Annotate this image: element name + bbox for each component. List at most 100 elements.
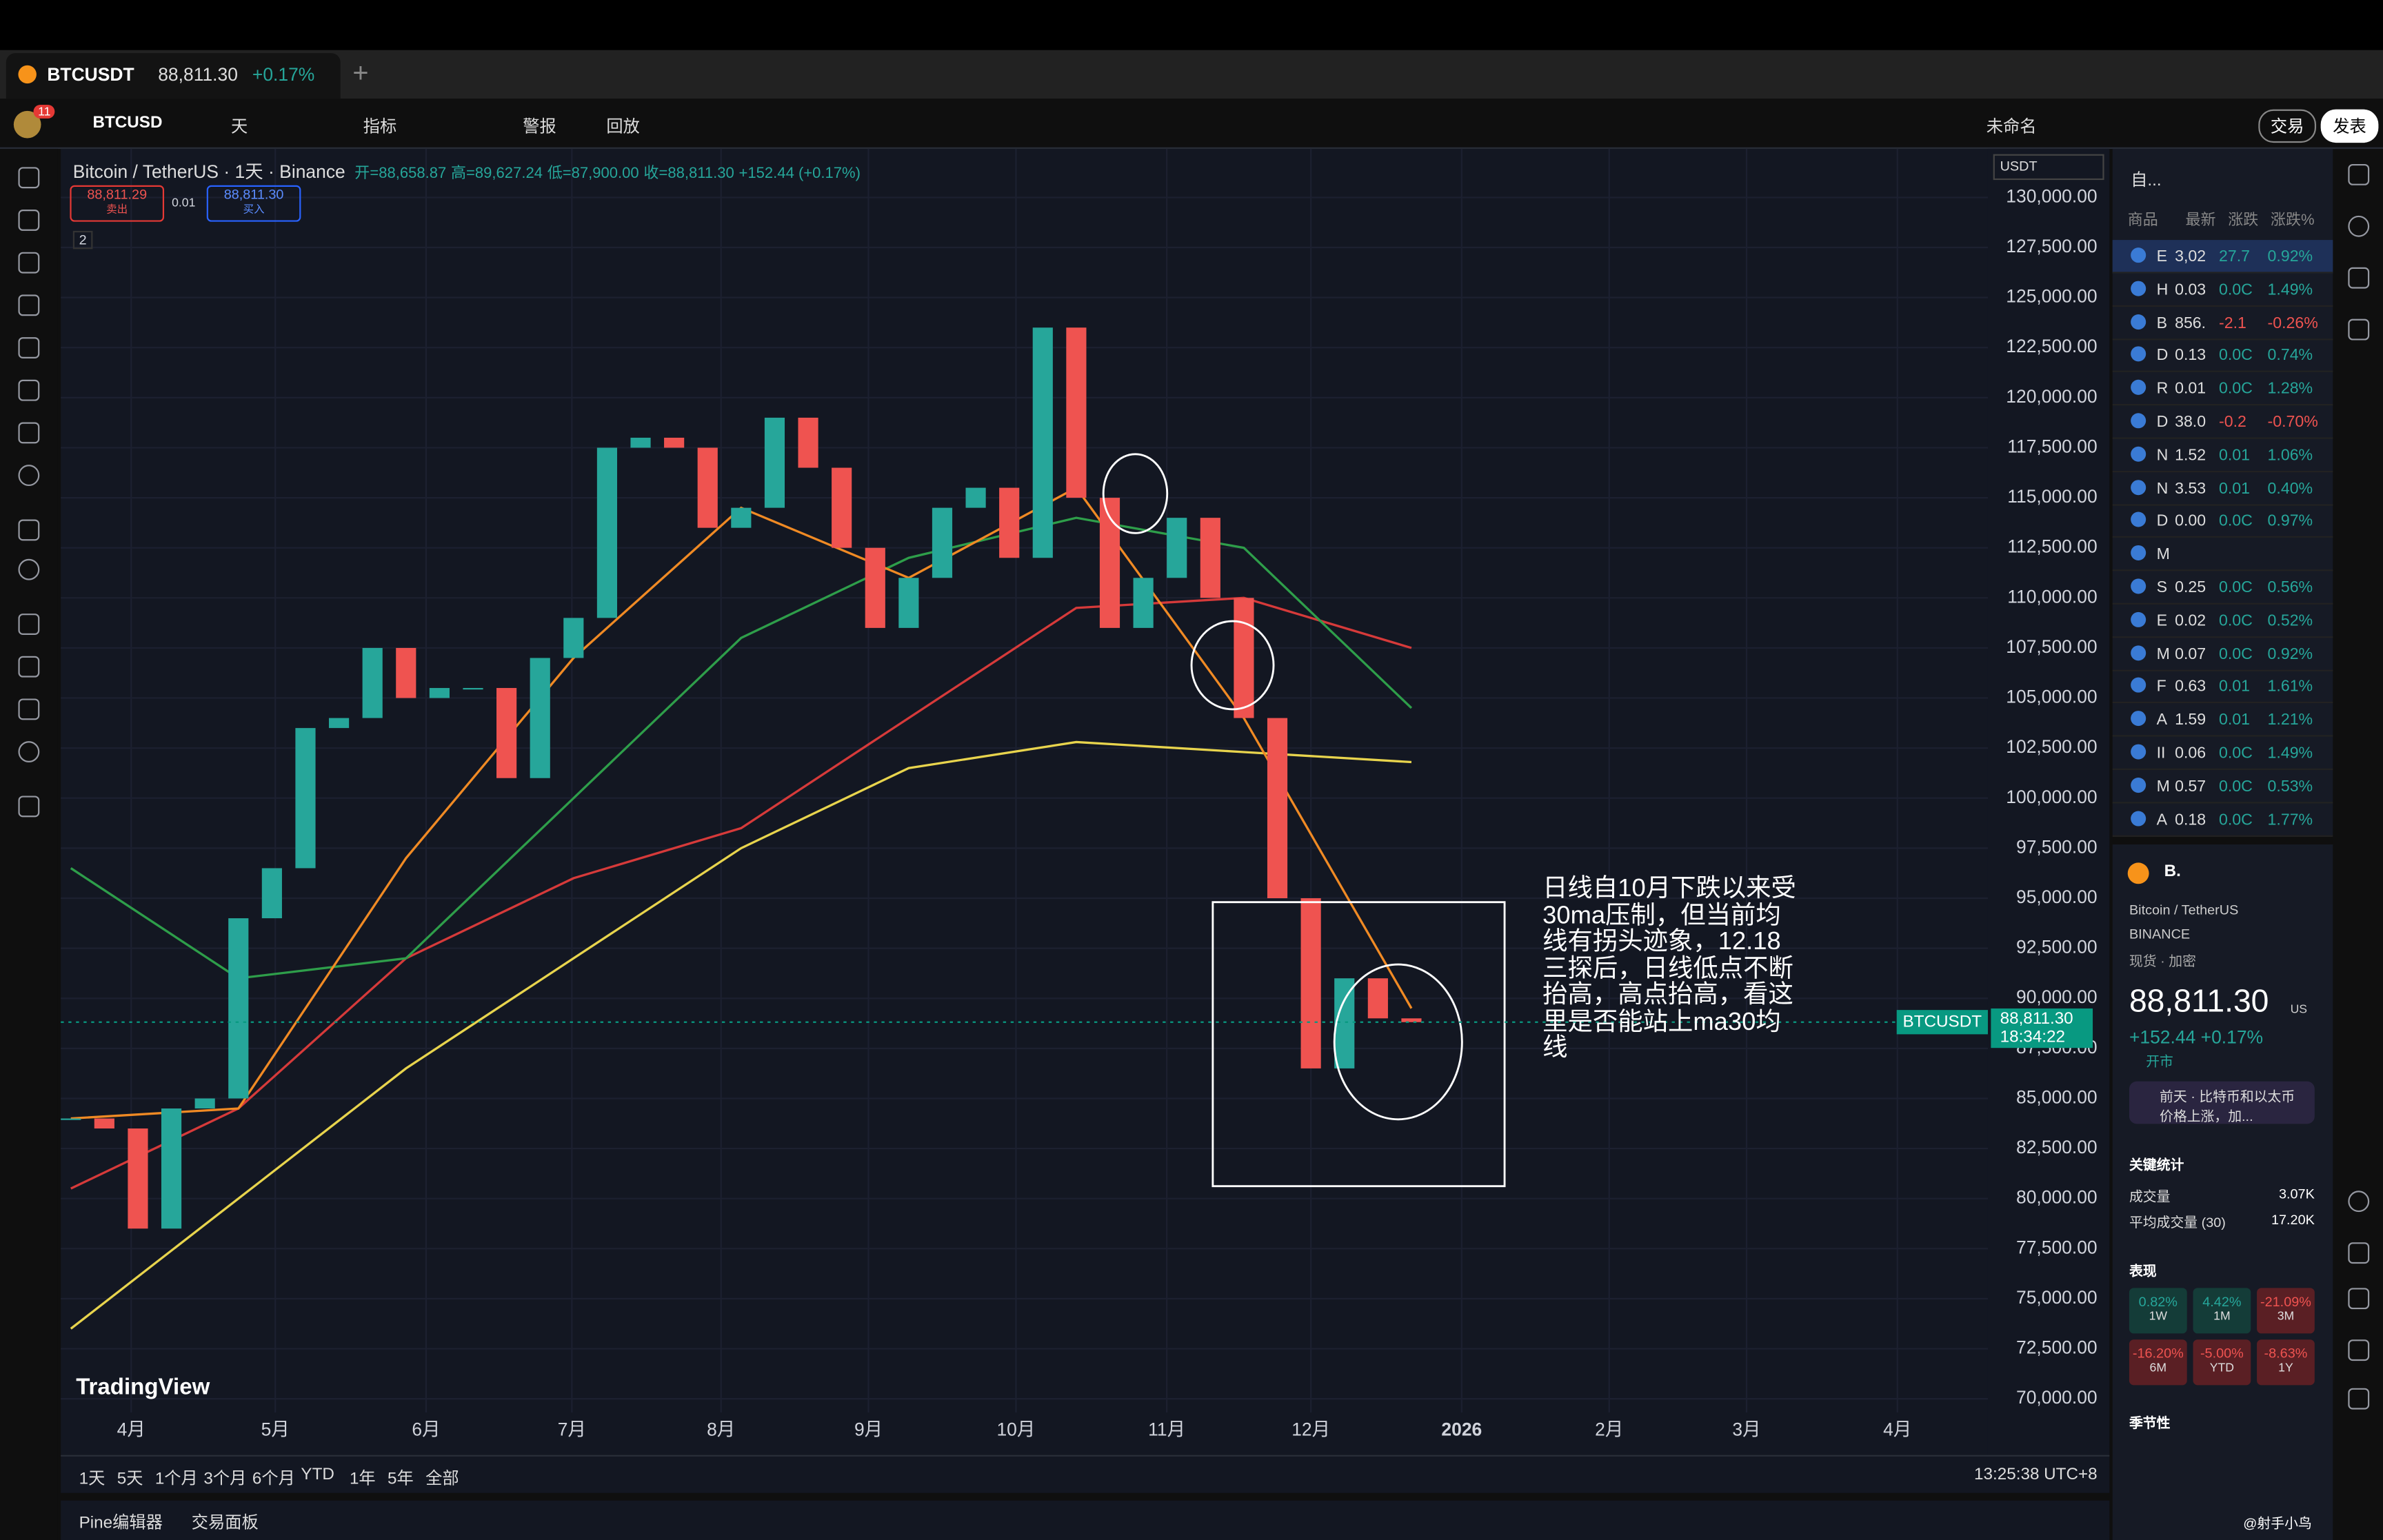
tool[interactable] (18, 379, 40, 401)
side-icon[interactable] (2348, 1288, 2370, 1310)
watchlist-row[interactable]: II 0.06 0.0C 1.49% (2112, 737, 2333, 771)
tool[interactable] (18, 519, 40, 541)
timeframe[interactable]: YTD (301, 1466, 334, 1484)
watchlist-cell: 0.01 (2218, 678, 2251, 696)
bottom-tab[interactable]: Pine编辑器 (79, 1514, 163, 1533)
watchlist-row[interactable]: M 0.07 0.0C 0.92% (2112, 637, 2333, 671)
watchlist-row[interactable]: A 1.59 0.01 1.21% (2112, 703, 2333, 737)
performance-value: -21.09% (2260, 1294, 2311, 1310)
watchlist-row[interactable]: N 1.52 0.01 1.06% (2112, 438, 2333, 472)
side-icon[interactable] (2348, 1191, 2370, 1213)
layout-name[interactable]: 未命名 (1986, 118, 2037, 137)
last-price-symbol: BTCUSDT (1896, 1010, 1988, 1035)
news[interactable]: 前天 · 比特币和以太币价格上涨，加... (2129, 1081, 2315, 1124)
performance-tile: -8.63% 1Y (2257, 1339, 2315, 1386)
watchlist-row[interactable]: D 38.0 -0.2 -0.70% (2112, 405, 2333, 439)
tool[interactable] (18, 796, 40, 818)
watchlist-cell: 0.92% (2267, 645, 2313, 663)
publish-button[interactable]: 发表 (2320, 109, 2379, 143)
side-icon[interactable] (2348, 318, 2370, 341)
candle (764, 417, 785, 508)
bottom-tab[interactable]: 交易面板 (191, 1514, 259, 1533)
watchlist-cell: 0.03 (2175, 281, 2206, 299)
side-icon[interactable] (2348, 1242, 2370, 1264)
watchlist-row[interactable]: M 0.57 0.0C 0.53% (2112, 770, 2333, 804)
new-tab[interactable]: + (352, 57, 369, 88)
tool[interactable] (18, 614, 40, 635)
timeframe[interactable]: 1个月 (154, 1470, 198, 1489)
performance-value: -16.20% (2132, 1346, 2184, 1361)
trade-button[interactable]: 交易 (2258, 109, 2317, 143)
timeframe[interactable]: 1年 (349, 1470, 376, 1489)
watchlist-row[interactable]: H 0.03 0.0C 1.49% (2112, 273, 2333, 307)
side-icon[interactable] (2348, 267, 2370, 289)
watchlist-row[interactable]: M (2112, 538, 2333, 571)
row-icon (2131, 578, 2146, 594)
timeframe[interactable]: 6个月 (252, 1470, 295, 1489)
x-tick-label: 11月 (1148, 1419, 1185, 1439)
watchlist-row[interactable]: F 0.63 0.01 1.61% (2112, 670, 2333, 704)
price-axis (1987, 148, 2110, 1455)
watchlist-row[interactable]: N 3.53 0.01 0.40% (2112, 472, 2333, 505)
watchlist-row[interactable]: S 0.25 0.0C 0.56% (2112, 571, 2333, 605)
indicator-count[interactable]: 2 (72, 230, 93, 250)
badge: 11 (33, 105, 56, 119)
watchlist-row[interactable]: R 0.01 0.0C 1.28% (2112, 372, 2333, 406)
timeframe[interactable]: 1天 (79, 1470, 105, 1489)
candle (530, 658, 550, 778)
tool[interactable] (18, 741, 40, 763)
indicators[interactable]: 指标 (363, 118, 397, 137)
watchlist-row[interactable]: B 856. -2.1 -0.26% (2112, 306, 2333, 340)
tool[interactable] (18, 252, 40, 274)
sell-button[interactable]: 88,811.29 卖出 (70, 185, 165, 222)
tool[interactable] (18, 167, 40, 189)
row-icon (2131, 479, 2146, 495)
buy-button[interactable]: 88,811.30 买入 (206, 185, 301, 222)
y-tick-label: 120,000.00 (2006, 386, 2097, 407)
x-tick-label: 8月 (707, 1419, 735, 1439)
tool[interactable] (18, 422, 40, 444)
side-icon[interactable] (2348, 1339, 2370, 1361)
interval[interactable]: 天 (231, 118, 248, 137)
replay[interactable]: 回放 (606, 118, 640, 137)
candle (865, 547, 885, 628)
performance-tile: 0.82% 1W (2129, 1288, 2187, 1334)
tool[interactable] (18, 337, 40, 358)
alert[interactable]: 警报 (523, 118, 556, 137)
performance-tile: -16.20% 6M (2129, 1339, 2187, 1386)
watchlist-cell: 0.01 (2218, 479, 2251, 498)
candle (832, 467, 852, 548)
timeframe[interactable]: 5年 (388, 1470, 414, 1489)
column-header: 最新 (2185, 212, 2216, 230)
side-icon[interactable] (2348, 1388, 2370, 1410)
timeframe[interactable]: 3个月 (203, 1470, 247, 1489)
watchlist-row[interactable]: E 0.02 0.0C 0.52% (2112, 604, 2333, 638)
tool[interactable] (18, 294, 40, 316)
legend: Bitcoin / TetherUS · 1天 · Binance 开=88,6… (73, 158, 861, 183)
watchlist-cell: 3.53 (2175, 479, 2206, 498)
timeframe[interactable]: 5天 (117, 1470, 143, 1489)
watchlist-cell: M (2156, 545, 2170, 564)
tool[interactable] (18, 210, 40, 231)
watchlist-title[interactable]: 自... (2131, 171, 2162, 190)
currency-box[interactable] (1993, 154, 2104, 181)
row-icon (2131, 777, 2146, 793)
watchlist-row[interactable]: D 0.13 0.0C 0.74% (2112, 339, 2333, 373)
candle (128, 1128, 148, 1229)
watchlist-cell: 0.13 (2175, 347, 2206, 365)
side-icon[interactable] (2348, 215, 2370, 237)
watchlist-row[interactable]: A 0.18 0.0C 1.77% (2112, 803, 2333, 837)
watchlist-row[interactable]: D 0.00 0.0C 0.97% (2112, 505, 2333, 538)
side-icon[interactable] (2348, 163, 2370, 185)
timeframe[interactable]: 全部 (425, 1470, 459, 1489)
sell-price: 88,811.29 (87, 186, 148, 203)
watchlist-row[interactable]: E 3,02 27.7 0.92% (2112, 240, 2333, 274)
tab[interactable] (6, 53, 341, 99)
tool[interactable] (18, 656, 40, 678)
watchlist-cell: 0.63 (2175, 678, 2206, 696)
tool[interactable] (18, 465, 40, 487)
tool[interactable] (18, 698, 40, 720)
search[interactable]: BTCUSD (92, 114, 163, 132)
tool[interactable] (18, 558, 40, 580)
tab-price: 88,811.30 (158, 63, 238, 85)
